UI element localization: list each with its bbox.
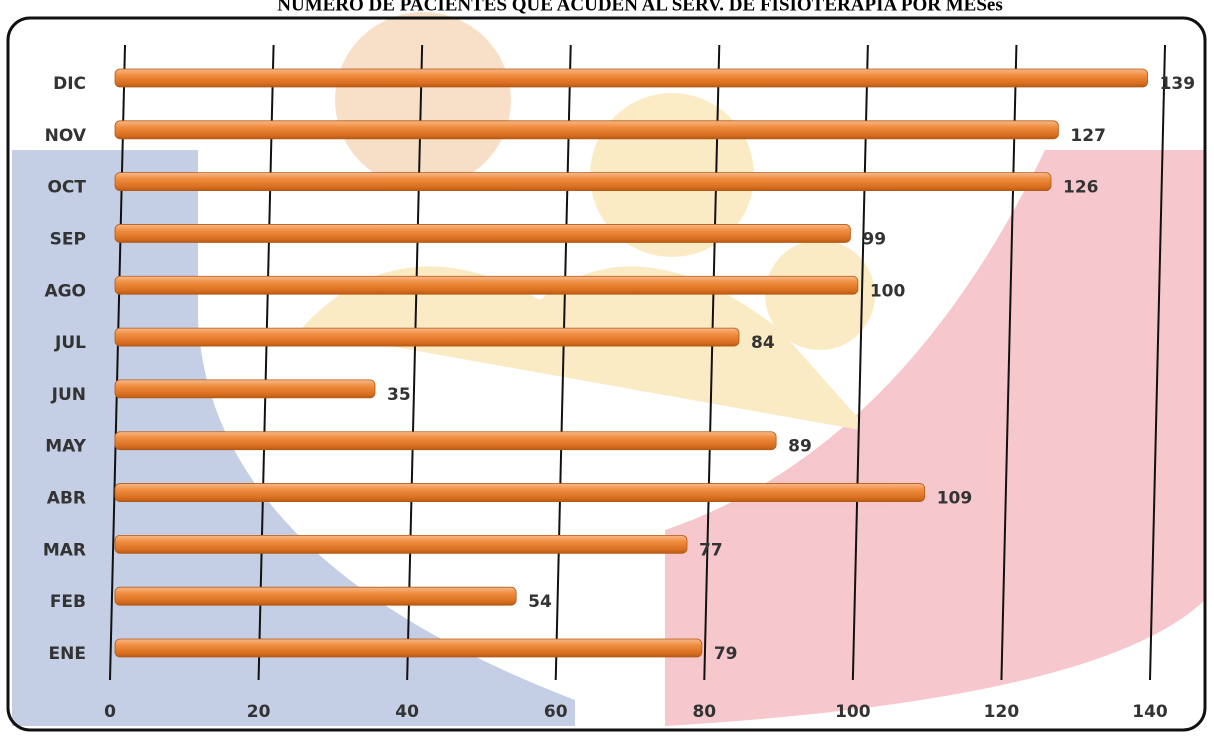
y-tick-label: JUL — [54, 333, 86, 353]
data-label: 77 — [699, 540, 723, 560]
y-tick-label: FEB — [50, 592, 86, 612]
bar — [114, 68, 1148, 88]
y-tick-label: ABR — [47, 489, 86, 509]
bar — [114, 172, 1052, 192]
x-tick-label: 60 — [544, 702, 568, 722]
y-tick-label: DIC — [53, 74, 86, 94]
y-tick-label: AGO — [44, 281, 86, 301]
bar — [114, 327, 740, 347]
x-tick-label: 80 — [692, 702, 716, 722]
y-tick-label: OCT — [47, 178, 86, 198]
grid-line — [406, 44, 424, 681]
bar — [114, 638, 703, 658]
x-tick-label: 40 — [395, 702, 419, 722]
grid-line — [109, 44, 126, 681]
x-tick-label: 0 — [104, 702, 116, 722]
data-label: 139 — [1160, 74, 1196, 94]
y-tick-label: JUN — [51, 385, 86, 405]
grid-line — [554, 44, 572, 681]
bar — [114, 431, 777, 451]
x-tick-label: 120 — [984, 702, 1020, 722]
data-label: 109 — [937, 489, 973, 509]
data-label: 100 — [870, 281, 906, 301]
data-label: 127 — [1070, 126, 1106, 146]
data-label: 35 — [387, 385, 411, 405]
grid-line — [1000, 44, 1018, 681]
bar — [114, 275, 859, 295]
bar — [114, 586, 517, 606]
bar — [114, 379, 376, 399]
data-label: 89 — [788, 437, 812, 457]
background-decoration — [12, 12, 1205, 726]
bar — [114, 224, 851, 243]
data-label: 126 — [1063, 178, 1099, 198]
data-label: 54 — [528, 592, 552, 612]
grid-line — [257, 44, 275, 681]
data-label: 99 — [862, 229, 886, 249]
bar — [114, 534, 688, 554]
data-label: 84 — [751, 333, 775, 353]
y-tick-label: SEP — [50, 229, 86, 249]
grid-line — [703, 44, 721, 681]
data-label: 79 — [714, 644, 738, 664]
grid-line — [851, 44, 869, 681]
bar — [114, 483, 926, 502]
y-tick-label: ENE — [49, 644, 86, 664]
x-tick-label: 100 — [835, 702, 871, 722]
y-tick-label: MAR — [43, 540, 86, 560]
frame — [6, 16, 1207, 732]
grid-line — [1149, 44, 1166, 681]
y-tick-label: NOV — [45, 126, 87, 146]
y-tick-label: MAY — [45, 437, 86, 457]
x-tick-label: 20 — [247, 702, 271, 722]
x-tick-label: 140 — [1132, 702, 1168, 722]
chart-title: NUMERO DE PACIENTES QUE ACUDEN AL SERV. … — [277, 0, 1003, 15]
bar — [114, 120, 1059, 140]
